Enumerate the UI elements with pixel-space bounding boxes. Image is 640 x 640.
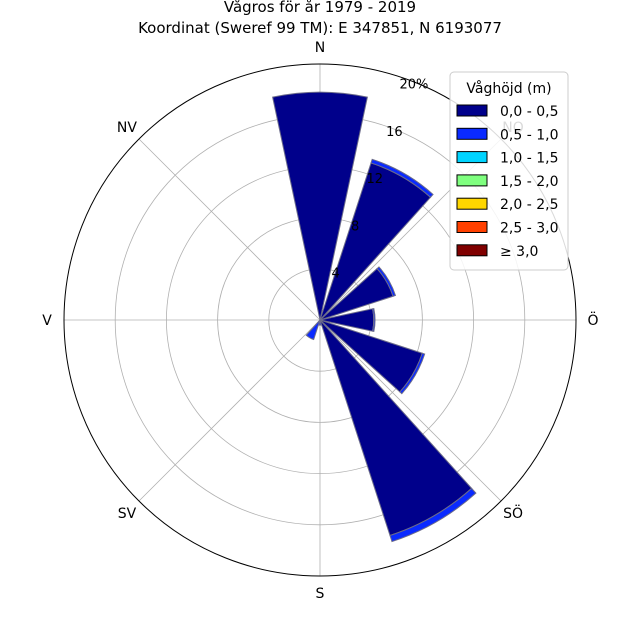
rose-bar-segment (272, 91, 368, 321)
legend-entry-label: 0,5 - 1,0 (500, 127, 558, 143)
legend-swatch (456, 151, 488, 164)
grid-spoke (319, 319, 502, 502)
rose-bar-segment (389, 487, 477, 543)
legend-entry-label: 2,5 - 3,0 (500, 221, 558, 237)
radial-tick-labels: 4 8 12 16 20% (331, 77, 428, 281)
legend-entry-label: ≥ 3,0 (500, 244, 538, 260)
rose-bar-segment (376, 266, 397, 297)
rose-bar-segment (399, 352, 426, 395)
direction-label: SÖ (503, 504, 523, 522)
direction-label: N (315, 40, 325, 56)
radial-tick-label: 16 (386, 125, 403, 140)
legend-swatch (456, 104, 488, 117)
radial-tick-label: 12 (367, 172, 384, 187)
direction-label: V (42, 313, 52, 329)
legend-entry-label: 0,0 - 0,5 (500, 104, 558, 120)
legend-swatch (456, 244, 488, 257)
legend-entry-label: 1,0 - 1,5 (500, 151, 558, 167)
polar-frame (63, 63, 577, 577)
legend-swatch (456, 174, 488, 187)
rose-bar-segment (318, 319, 322, 326)
legend-swatch (456, 197, 488, 210)
rose-bar-segment (305, 319, 321, 341)
legend-box (449, 71, 569, 271)
legend-title: Våghöjd (m) (466, 80, 551, 97)
rose-bar-segment (370, 158, 434, 198)
grid-spoke (138, 319, 321, 502)
legend-swatch (456, 127, 488, 140)
direction-label: Ö (587, 311, 598, 329)
rose-bars (272, 91, 477, 543)
legend-swatch (456, 221, 488, 233)
legend: Våghöjd (m) 0,0 - 0,5 0,5 - 1,0 1,0 - 1,5 1,… (449, 71, 569, 271)
direction-label: NV (117, 120, 137, 136)
legend-entry-label: 1,5 - 2,0 (500, 174, 558, 190)
direction-label: S (316, 586, 325, 602)
radial-tick-label: 8 (351, 219, 359, 234)
direction-label: SV (118, 506, 137, 522)
rose-bar-segment (371, 307, 376, 333)
legend-entry-label: 2,0 - 2,5 (500, 197, 558, 213)
radial-tick-label: 4 (331, 267, 339, 282)
radial-tick-label: 20% (400, 77, 429, 92)
grid-spoke (138, 138, 321, 321)
chart-title: Vågros för år 1979 - 2019 (223, 0, 417, 16)
chart-subtitle: Koordinat (Sweref 99 TM): E 347851, N 61… (138, 19, 502, 37)
